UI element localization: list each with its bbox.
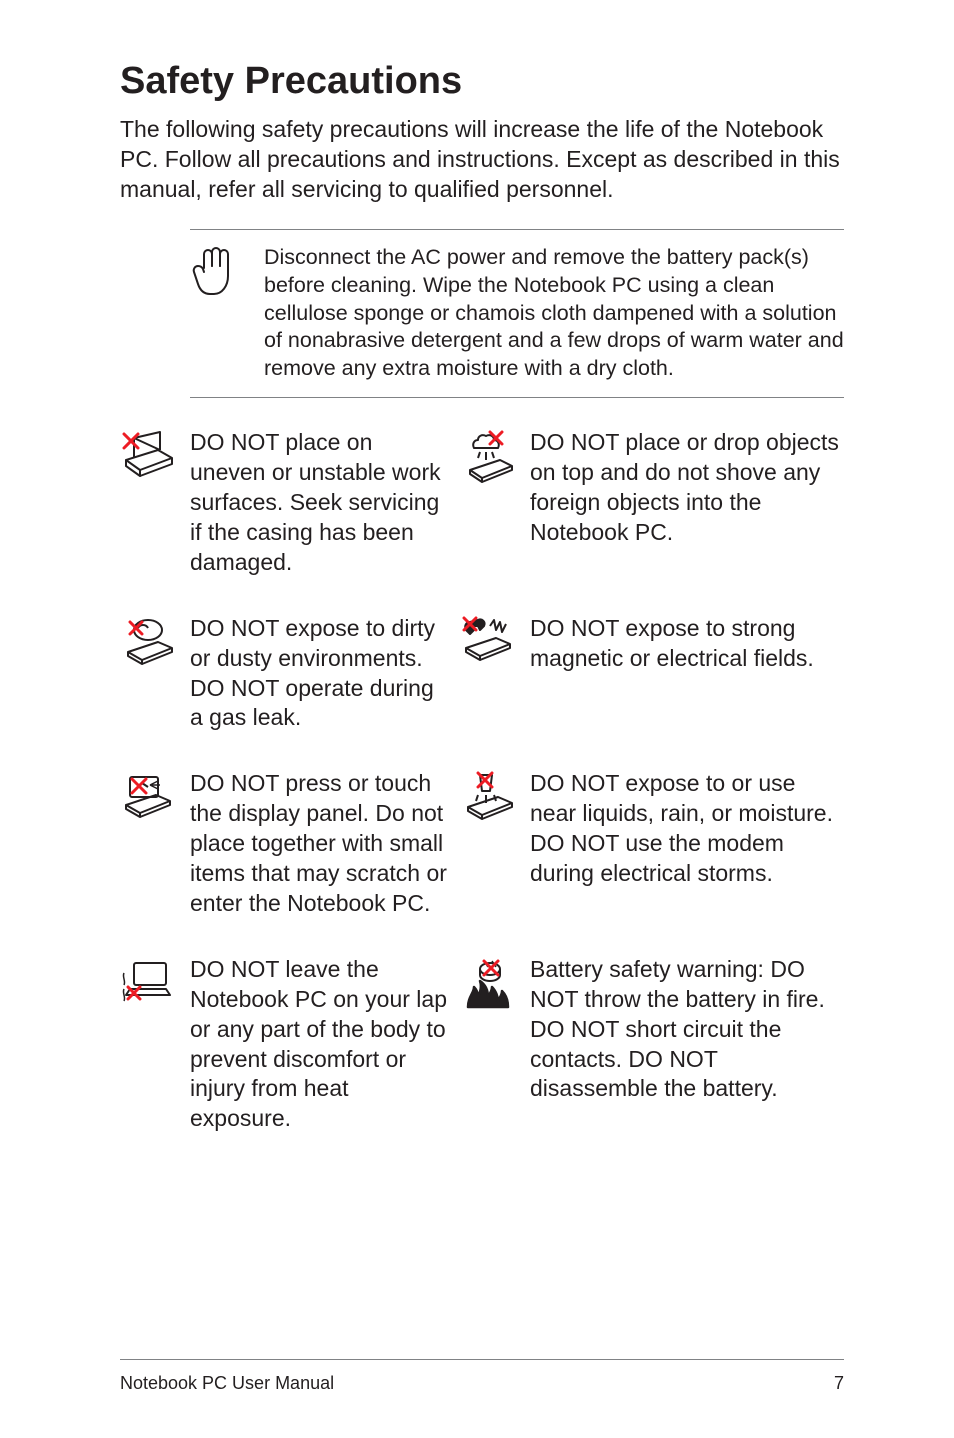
footer-title: Notebook PC User Manual <box>120 1373 334 1394</box>
item-text: DO NOT leave the Notebook PC on your lap… <box>190 955 450 1134</box>
page-number: 7 <box>834 1373 844 1394</box>
magnetic-icon <box>460 614 520 734</box>
hand-icon <box>190 244 246 384</box>
callout-text: Disconnect the AC power and remove the b… <box>264 244 844 384</box>
liquids-icon <box>460 769 520 918</box>
battery-fire-icon <box>460 955 520 1134</box>
callout-box: Disconnect the AC power and remove the b… <box>190 229 844 399</box>
dust-icon <box>120 614 180 734</box>
item-text: DO NOT place or drop objects on top and … <box>530 428 844 577</box>
page-title: Safety Precautions <box>120 60 844 103</box>
item-text: DO NOT expose to strong magnetic or elec… <box>530 614 844 734</box>
intro-text: The following safety precautions will in… <box>120 115 844 205</box>
precautions-grid: DO NOT place on uneven or unstable work … <box>120 428 844 1134</box>
lap-heat-icon <box>120 955 180 1134</box>
page-footer: Notebook PC User Manual 7 <box>120 1373 844 1394</box>
item-text: DO NOT place on uneven or unstable work … <box>190 428 450 577</box>
drop-objects-icon <box>460 428 520 577</box>
item-text: DO NOT press or touch the display panel.… <box>190 769 450 918</box>
item-text: DO NOT expose to dirty or dusty environm… <box>190 614 450 734</box>
footer-rule <box>120 1359 844 1360</box>
item-text: DO NOT expose to or use near liquids, ra… <box>530 769 844 918</box>
item-text: Battery safety warning: DO NOT throw the… <box>530 955 844 1134</box>
touch-display-icon <box>120 769 180 918</box>
unstable-surface-icon <box>120 428 180 577</box>
